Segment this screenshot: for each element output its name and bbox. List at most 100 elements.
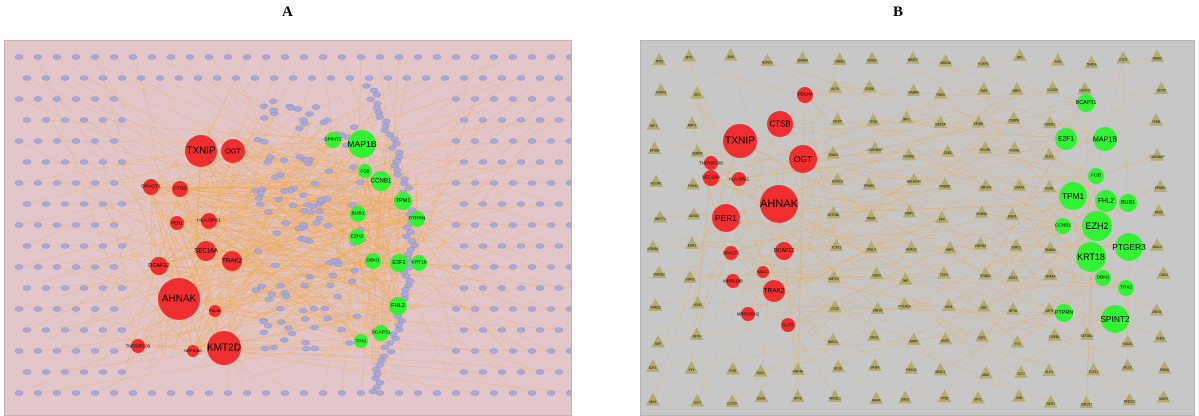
up-gene-node[interactable]: TRAK2: [763, 280, 785, 302]
mirna-node[interactable]: [98, 201, 108, 207]
down-gene-node[interactable]: SPINT2: [324, 132, 342, 148]
mirna-node[interactable]: [329, 258, 339, 264]
mirna-node[interactable]: [301, 236, 310, 242]
tf-node[interactable]: SIN3A: [1157, 361, 1172, 374]
tf-node[interactable]: SRF: [651, 334, 666, 348]
mirna-node[interactable]: [109, 54, 119, 60]
mirna-node[interactable]: [497, 117, 507, 123]
mirna-node[interactable]: [328, 272, 337, 278]
tf-node[interactable]: SNAI2: [1150, 49, 1165, 62]
tf-node[interactable]: NFYA: [689, 327, 704, 340]
mirna-node[interactable]: [259, 115, 269, 121]
tf-node[interactable]: CBX3: [1156, 266, 1171, 279]
tf-node[interactable]: MAFK: [869, 391, 884, 405]
mirna-node[interactable]: [400, 180, 409, 186]
tf-node[interactable]: REST: [1043, 394, 1058, 408]
mirna-node[interactable]: [326, 282, 335, 288]
mirna-node[interactable]: [204, 54, 214, 60]
tf-node[interactable]: TBP: [898, 272, 913, 285]
mirna-node[interactable]: [318, 54, 328, 60]
mirna-node[interactable]: [128, 390, 138, 396]
mirna-node[interactable]: [316, 197, 326, 203]
tf-node[interactable]: ARNT: [906, 332, 921, 346]
mirna-node[interactable]: [305, 274, 314, 280]
mirna-node[interactable]: [554, 117, 564, 123]
tf-node[interactable]: CDKN2AP: [867, 141, 883, 154]
mirna-node[interactable]: [33, 222, 43, 228]
down-gene-node[interactable]: CCNB1: [371, 171, 393, 191]
up-gene-node[interactable]: PDLIM: [797, 87, 813, 103]
mirna-node[interactable]: [242, 390, 252, 396]
tf-node[interactable]: SOX9: [862, 79, 877, 93]
mirna-node[interactable]: [565, 264, 572, 270]
tf-node[interactable]: TEAD4: [826, 145, 841, 159]
mirna-node[interactable]: [565, 222, 572, 228]
up-gene-node[interactable]: PER1: [170, 216, 184, 230]
mirna-node[interactable]: [71, 180, 81, 186]
mirna-node[interactable]: [368, 389, 378, 395]
tf-node[interactable]: CHD1: [1153, 329, 1168, 343]
mirna-node[interactable]: [565, 390, 572, 396]
mirna-node[interactable]: [41, 243, 51, 249]
mirna-node[interactable]: [395, 149, 404, 155]
tf-node[interactable]: MYC: [682, 48, 697, 62]
mirna-node[interactable]: [90, 390, 100, 396]
mirna-node[interactable]: [259, 330, 268, 336]
mirna-node[interactable]: [271, 262, 280, 268]
tf-node[interactable]: FOXP3: [653, 83, 668, 96]
mirna-node[interactable]: [261, 390, 271, 396]
mirna-node[interactable]: [41, 201, 51, 207]
mirna-node[interactable]: [311, 181, 320, 187]
mirna-node[interactable]: [33, 96, 43, 102]
up-gene-node[interactable]: MRPS18B: [184, 345, 202, 357]
mirna-node[interactable]: [242, 54, 252, 60]
tf-node[interactable]: CREB1: [832, 52, 847, 65]
mirna-node[interactable]: [413, 390, 423, 396]
mirna-node[interactable]: [478, 243, 488, 249]
mirna-node[interactable]: [295, 225, 304, 232]
mirna-node[interactable]: [279, 157, 289, 163]
up-gene-node[interactable]: DPAGT1: [723, 246, 740, 260]
mirna-node[interactable]: [349, 124, 359, 130]
mirna-node[interactable]: [98, 327, 108, 333]
down-gene-node[interactable]: CCNB1: [1055, 218, 1072, 234]
tf-node[interactable]: ESR1: [1005, 207, 1020, 221]
mirna-node[interactable]: [71, 96, 81, 102]
tf-node[interactable]: TFEB: [1149, 113, 1164, 126]
mirna-node[interactable]: [400, 291, 409, 297]
mirna-node[interactable]: [404, 185, 414, 191]
tf-node[interactable]: CBX3: [869, 266, 884, 280]
tf-node[interactable]: TFEB: [866, 112, 881, 126]
tf-node[interactable]: TRIM22: [648, 298, 663, 311]
tf-node[interactable]: RUNX1: [1042, 115, 1057, 129]
mirna-node[interactable]: [90, 96, 100, 102]
mirna-node[interactable]: [223, 390, 233, 396]
mirna-node[interactable]: [397, 318, 407, 324]
tf-node[interactable]: ARID3A: [938, 54, 953, 67]
tf-node[interactable]: MAX: [978, 365, 993, 379]
mirna-node[interactable]: [508, 306, 518, 312]
mirna-node[interactable]: [356, 54, 366, 60]
mirna-node[interactable]: [489, 180, 499, 186]
mirna-node[interactable]: [554, 75, 564, 81]
down-gene-node[interactable]: TPX2: [354, 334, 368, 348]
mirna-node[interactable]: [404, 282, 413, 288]
mirna-node[interactable]: [554, 369, 564, 375]
tf-node[interactable]: EP300: [647, 141, 662, 155]
mirna-node[interactable]: [41, 285, 51, 291]
mirna-node[interactable]: [489, 54, 499, 60]
mirna-node[interactable]: [276, 283, 285, 289]
tf-node[interactable]: FOS: [1050, 53, 1065, 66]
mirna-node[interactable]: [565, 180, 572, 186]
mirna-node[interactable]: [391, 335, 400, 341]
mirna-node[interactable]: [459, 327, 469, 333]
tf-node[interactable]: FOS: [725, 361, 740, 375]
mirna-node[interactable]: [527, 222, 537, 228]
mirna-node[interactable]: [98, 117, 108, 123]
mirna-node[interactable]: [470, 348, 480, 354]
down-gene-node[interactable]: PTGER3: [1112, 233, 1146, 261]
mirna-node[interactable]: [14, 96, 24, 102]
mirna-node[interactable]: [90, 222, 100, 228]
mirna-node[interactable]: [497, 243, 507, 249]
tf-node[interactable]: TAF1: [976, 81, 991, 95]
